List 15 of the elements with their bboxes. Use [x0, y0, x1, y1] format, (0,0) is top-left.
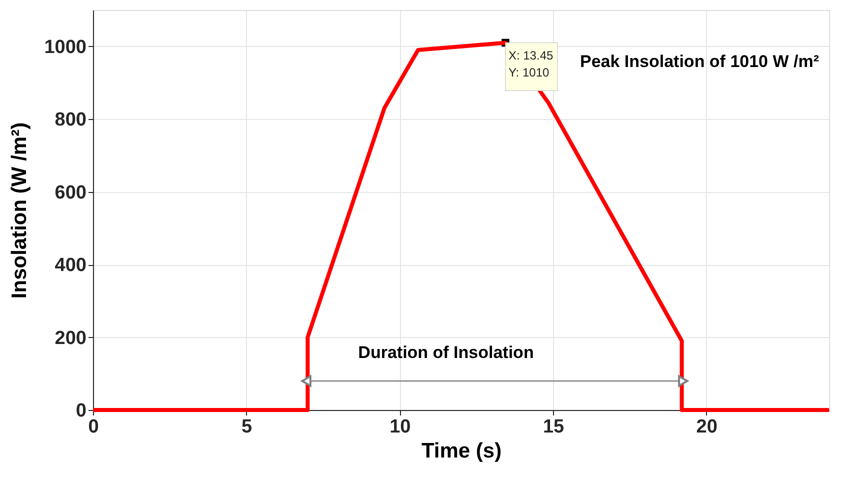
- annotation: Duration of Insolation: [358, 343, 534, 362]
- y-tick-label: 400: [54, 255, 86, 276]
- y-tick-label: 0: [76, 400, 86, 422]
- annotation: X: 13.45 Y: 1010: [508, 48, 554, 80]
- x-tick-label: 5: [242, 416, 253, 438]
- y-tick-label: 1000: [44, 36, 86, 58]
- y-tick-label: 200: [54, 328, 86, 349]
- x-axis-title: Time (s): [421, 440, 502, 462]
- x-tick-label: 10: [390, 416, 411, 438]
- annotation: Peak Insolation of 1010 W /m²: [580, 52, 820, 71]
- y-tick-label: 800: [54, 110, 86, 131]
- x-tick-label: 20: [696, 416, 718, 438]
- x-tick-label: 15: [542, 416, 564, 438]
- y-axis-title: Insolation (W /m²): [8, 122, 32, 299]
- y-tick-label: 600: [54, 182, 86, 204]
